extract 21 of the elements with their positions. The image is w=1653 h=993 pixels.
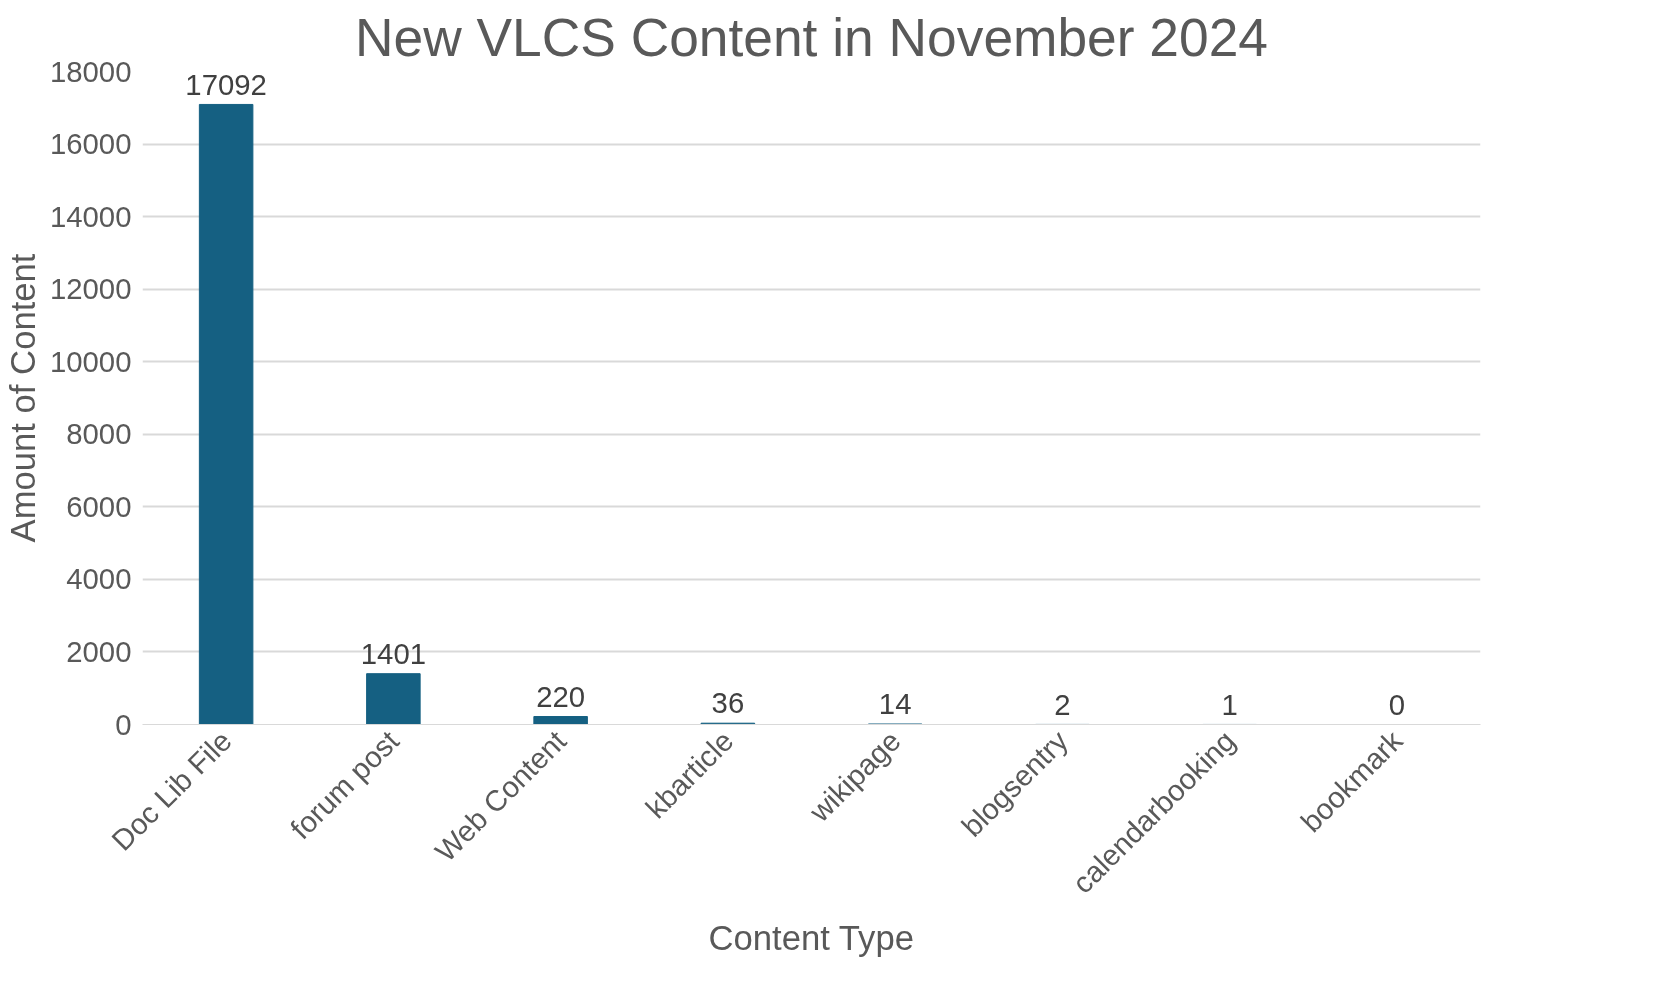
y-tick-label: 10000: [49, 344, 132, 378]
y-tick-label: 6000: [66, 489, 132, 523]
data-label: 0: [1388, 687, 1406, 721]
data-label: 1: [1221, 687, 1238, 721]
y-tick-label: 4000: [66, 562, 132, 596]
y-tick-label: 16000: [49, 127, 132, 161]
y-axis-title: Amount of Content: [3, 253, 42, 543]
data-label: 1401: [360, 636, 426, 670]
y-tick-label: 14000: [49, 199, 132, 233]
y-tick-label: 12000: [49, 272, 132, 306]
y-tick-label: 8000: [66, 417, 132, 451]
data-label: 2: [1054, 687, 1071, 721]
x-axis-title: Content Type: [708, 919, 914, 958]
chart-title: New VLCS Content in November 2024: [355, 7, 1268, 67]
y-tick-label: 18000: [49, 54, 132, 88]
data-label: 220: [536, 679, 586, 713]
data-label: 14: [878, 687, 912, 721]
data-label: 36: [711, 686, 745, 720]
y-tick-label: 0: [115, 707, 132, 741]
y-tick-label: 2000: [66, 634, 132, 668]
data-label: 17092: [185, 67, 267, 101]
